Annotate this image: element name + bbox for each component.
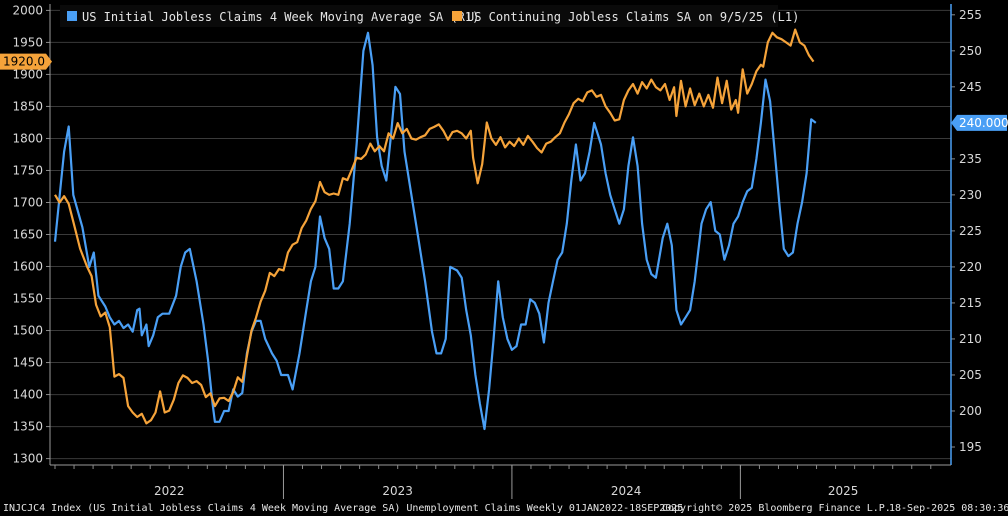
last-value-tag-continuing-claims <box>0 53 52 70</box>
last-value-tag-initial-claims <box>951 114 1007 131</box>
legend-label-initial-claims: US Initial Jobless Claims 4 Week Moving … <box>82 10 479 24</box>
x-year-label: 2022 <box>154 484 185 498</box>
x-year-label: 2025 <box>828 484 859 498</box>
right-tick-label: 205 <box>959 368 982 382</box>
series-line-continuing-claims <box>54 28 815 425</box>
left-tick-label: 1750 <box>12 163 43 177</box>
left-tick-label: 1400 <box>12 388 43 402</box>
footer-timestamp: 18-Sep-2025 08:30:36 <box>889 503 1008 514</box>
right-tick-label: 255 <box>959 8 982 22</box>
footer-description: INJCJC4 Index (US Initial Jobless Claims… <box>3 503 683 514</box>
footer-copyright: Copyright© 2025 Bloomberg Finance L.P. <box>662 503 891 514</box>
footer: INJCJC4 Index (US Initial Jobless Claims… <box>3 503 1008 514</box>
last-value-label-continuing-claims: 1920.0 <box>3 55 45 69</box>
right-tick-label: 230 <box>959 188 982 202</box>
last-value-tags: 240.000 1920.0 <box>0 53 1008 131</box>
right-tick-label: 235 <box>959 152 982 166</box>
left-tick-label: 1700 <box>12 195 43 209</box>
legend-label-continuing-claims: US Continuing Jobless Claims SA on 9/5/2… <box>467 10 799 24</box>
left-tick-label: 1600 <box>12 260 43 274</box>
legend-swatch-initial-claims <box>67 11 77 21</box>
left-tick-label: 1850 <box>12 99 43 113</box>
right-tick-label: 200 <box>959 404 982 418</box>
right-tick-label: 250 <box>959 44 982 58</box>
left-tick-label: 1900 <box>12 67 43 81</box>
last-value-label-initial-claims: 240.000 <box>959 116 1008 130</box>
left-tick-label: 1650 <box>12 228 43 242</box>
right-tick-label: 215 <box>959 296 982 310</box>
left-tick-label: 1950 <box>12 35 43 49</box>
right-tick-label: 245 <box>959 80 982 94</box>
right-tick-label: 195 <box>959 440 982 454</box>
left-tick-label: 1450 <box>12 356 43 370</box>
series-line-initial-claims <box>53 31 817 431</box>
left-tick-label: 1500 <box>12 324 43 338</box>
right-tick-label: 225 <box>959 224 982 238</box>
series-layer <box>53 28 817 431</box>
left-tick-label: 2000 <box>12 3 43 17</box>
x-year-label: 2023 <box>382 484 413 498</box>
x-year-label: 2024 <box>611 484 642 498</box>
left-tick-label: 1350 <box>12 420 43 434</box>
axes: 1300 1350 1400 1450 1500 1550 1600 1650 1700 1750… <box>12 3 982 499</box>
left-tick-label: 1800 <box>12 131 43 145</box>
right-tick-label: 220 <box>959 260 982 274</box>
right-tick-label: 210 <box>959 332 982 346</box>
legend: US Initial Jobless Claims 4 Week Moving … <box>60 5 799 27</box>
left-tick-label: 1550 <box>12 292 43 306</box>
left-tick-label: 1300 <box>12 452 43 466</box>
legend-swatch-continuing-claims <box>452 11 462 21</box>
legend-background <box>60 5 778 27</box>
